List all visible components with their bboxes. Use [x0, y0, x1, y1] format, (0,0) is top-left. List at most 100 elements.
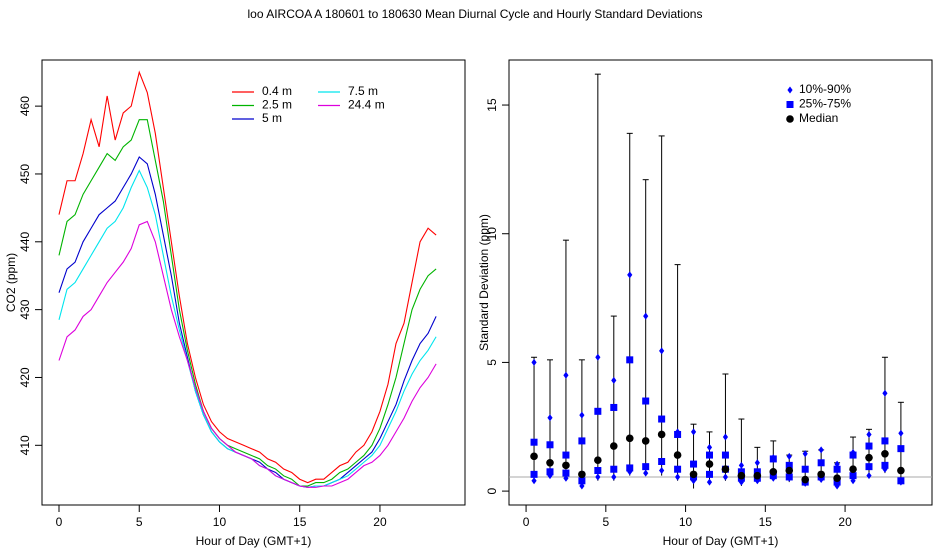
diamond-marker — [818, 446, 824, 454]
circle-marker — [657, 430, 666, 439]
square-marker — [849, 451, 857, 459]
diamond-marker — [531, 477, 537, 485]
square-marker — [705, 470, 713, 478]
diamond-marker — [531, 358, 537, 366]
square-marker — [610, 403, 618, 411]
square-marker — [658, 458, 666, 466]
y-tick-label: 460 — [18, 96, 32, 116]
square-marker — [785, 473, 793, 481]
circle-marker — [594, 456, 602, 465]
diamond-marker — [882, 389, 888, 397]
y-axis-label: CO2 (ppm) — [4, 253, 18, 312]
diamond-marker — [627, 271, 633, 279]
y-tick-label: 430 — [18, 299, 32, 319]
hour-group — [594, 73, 602, 481]
x-tick-label: 10 — [213, 515, 227, 529]
y-tick-label: 450 — [18, 164, 32, 184]
circle-marker — [786, 115, 794, 123]
square-marker — [865, 463, 873, 471]
plot-frame — [508, 59, 933, 506]
hour-group — [785, 452, 794, 483]
square-marker — [578, 437, 586, 445]
diamond-marker — [579, 411, 585, 419]
diamond-marker — [659, 347, 665, 355]
circle-marker — [817, 470, 825, 479]
data-line — [58, 70, 437, 484]
square-marker — [881, 461, 889, 469]
circle-marker — [865, 453, 873, 462]
diamond-marker — [643, 312, 649, 320]
square-marker — [642, 463, 650, 471]
x-axis-label: Hour of Day (GMT+1) — [196, 534, 312, 548]
y-tick-label: 5 — [485, 359, 499, 366]
diamond-marker — [611, 376, 617, 384]
circle-marker — [753, 471, 762, 480]
hour-group — [897, 401, 905, 486]
square-marker — [626, 464, 634, 472]
plot-frame — [41, 59, 466, 506]
hour-group — [865, 428, 873, 480]
square-marker — [562, 451, 570, 459]
circle-marker — [546, 458, 554, 467]
circle-marker — [833, 474, 841, 483]
square-marker — [546, 468, 554, 476]
circle-marker — [689, 470, 698, 479]
square-marker — [610, 465, 618, 473]
hour-group — [689, 423, 698, 489]
hour-group — [562, 239, 570, 482]
diamond-marker — [738, 461, 744, 469]
hour-group — [657, 135, 666, 476]
square-marker — [594, 467, 602, 475]
legend-label: Median — [799, 111, 838, 125]
hour-group — [546, 359, 554, 480]
diamond-marker — [595, 473, 601, 481]
x-axis-label: Hour of Day (GMT+1) — [663, 534, 779, 548]
diamond-marker — [802, 450, 808, 458]
square-marker — [674, 430, 682, 438]
legend-label: 10%-90% — [799, 82, 851, 96]
hour-group — [673, 264, 682, 481]
y-tick-label: 410 — [18, 435, 32, 455]
diamond-marker — [754, 459, 760, 467]
hour-group — [801, 450, 809, 487]
square-marker — [753, 468, 761, 476]
chart-title: loo AIRCOA A 180601 to 180630 Mean Diurn… — [248, 7, 703, 21]
circle-marker — [562, 461, 570, 470]
circle-marker — [705, 460, 714, 468]
circle-marker — [737, 471, 746, 480]
diamond-marker — [866, 472, 872, 480]
data-line — [58, 156, 437, 488]
y-tick-label: 440 — [18, 231, 32, 251]
square-marker — [897, 445, 905, 453]
square-marker — [737, 468, 745, 476]
legend-label: 24.4 m — [348, 98, 385, 112]
x-tick-label: 5 — [136, 515, 143, 529]
square-marker — [865, 442, 873, 450]
diamond-marker — [563, 371, 569, 379]
hour-group — [578, 359, 586, 490]
circle-marker — [609, 442, 618, 450]
legend-label: 0.4 m — [262, 84, 292, 98]
circle-marker — [673, 451, 682, 459]
square-marker — [721, 451, 729, 459]
square-marker — [769, 455, 777, 463]
square-marker — [705, 451, 713, 459]
square-marker — [562, 469, 570, 477]
circle-marker — [578, 470, 586, 479]
y-tick-label: 15 — [485, 98, 499, 112]
data-line — [58, 220, 437, 488]
legend-label: 7.5 m — [348, 84, 378, 98]
y-tick-label: 0 — [485, 487, 499, 494]
hour-group — [769, 440, 778, 482]
square-marker — [642, 397, 650, 405]
diamond-marker — [643, 469, 649, 477]
diamond-marker — [595, 353, 601, 361]
hour-group — [881, 356, 889, 474]
legend-label: 25%-75% — [799, 97, 851, 111]
square-marker — [578, 477, 586, 485]
square-marker — [626, 356, 634, 364]
hour-group — [817, 446, 825, 484]
square-marker — [674, 465, 682, 473]
hour-group — [737, 418, 746, 486]
